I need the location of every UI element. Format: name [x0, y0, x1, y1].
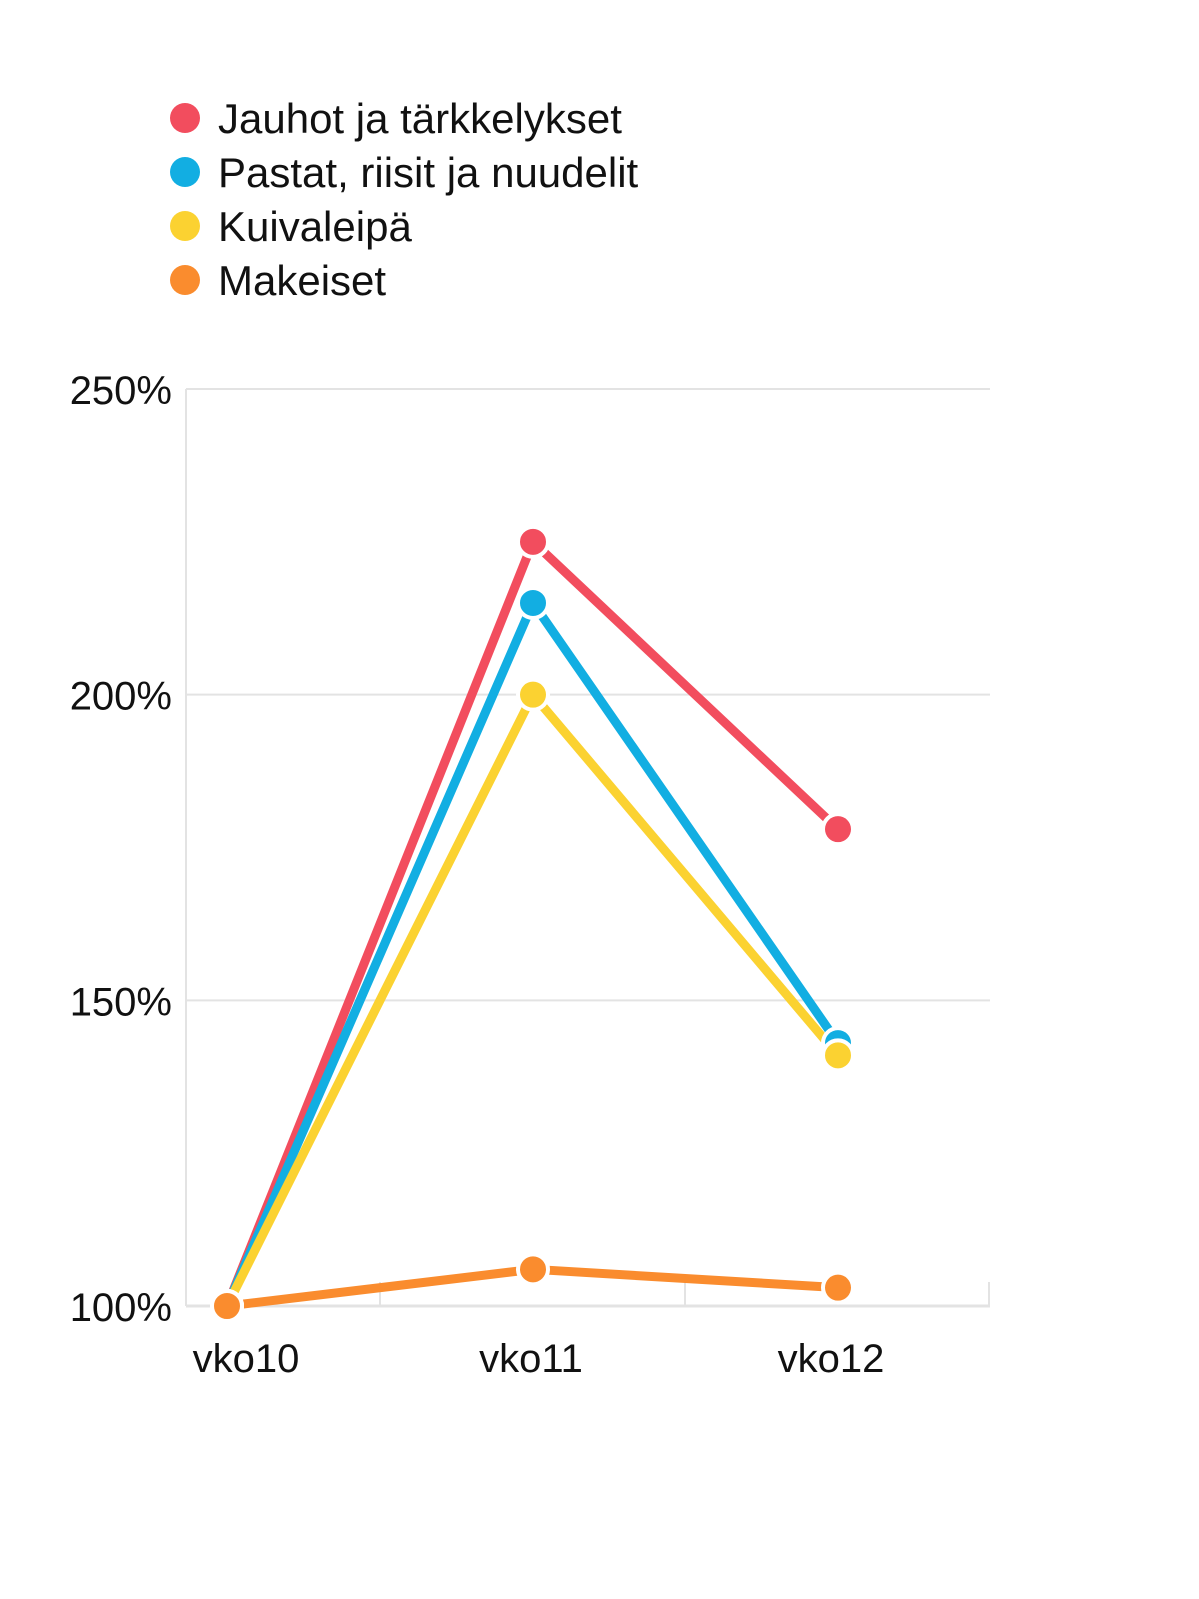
point-makeiset-vko11 — [516, 1252, 550, 1287]
point-makeiset-vko12 — [821, 1270, 855, 1305]
point-kuivaleipa-vko11 — [516, 677, 550, 712]
legend-label-pastat-riisit-ja-nuudelit: Pastat, riisit ja nuudelit — [218, 149, 639, 196]
series-points — [210, 524, 855, 1323]
y-tick-label-250: 250% — [70, 369, 172, 413]
point-makeiset-vko10 — [210, 1289, 244, 1323]
point-pastat-riisit-ja-nuudelit-vko11 — [516, 585, 550, 620]
x-tick-label-vko12: vko12 — [778, 1337, 885, 1381]
legend-marker-kuivaleipa — [170, 211, 200, 241]
point-kuivaleipa-vko12 — [821, 1038, 855, 1073]
legend: Jauhot ja tärkkelykset Pastat, riisit ja … — [170, 95, 639, 304]
point-jauhot-ja-tarkkelykset-vko11 — [516, 524, 550, 559]
legend-marker-pastat-riisit-ja-nuudelit — [170, 157, 200, 187]
y-tick-label-200: 200% — [70, 675, 172, 719]
x-tick-label-vko10: vko10 — [193, 1337, 300, 1381]
series-line-jauhot-ja-tarkkelykset — [222, 537, 843, 1311]
gridlines — [185, 388, 990, 1308]
legend-label-makeiset: Makeiset — [218, 257, 386, 304]
legend-label-kuivaleipa: Kuivaleipä — [218, 203, 412, 250]
y-tick-label-100: 100% — [70, 1286, 172, 1330]
x-axis-ticks: vko10 vko11 vko12 — [193, 1337, 885, 1381]
point-jauhot-ja-tarkkelykset-vko12 — [821, 812, 855, 847]
legend-label-jauhot-ja-tarkkelykset: Jauhot ja tärkkelykset — [218, 95, 622, 142]
y-tick-label-150: 150% — [70, 980, 172, 1024]
legend-marker-jauhot-ja-tarkkelykset — [170, 103, 200, 133]
x-tick-label-vko11: vko11 — [479, 1337, 583, 1381]
y-axis-ticks: 100% 150% 200% 250% — [70, 369, 172, 1330]
legend-marker-makeiset — [170, 265, 200, 295]
series-lines — [222, 537, 843, 1311]
